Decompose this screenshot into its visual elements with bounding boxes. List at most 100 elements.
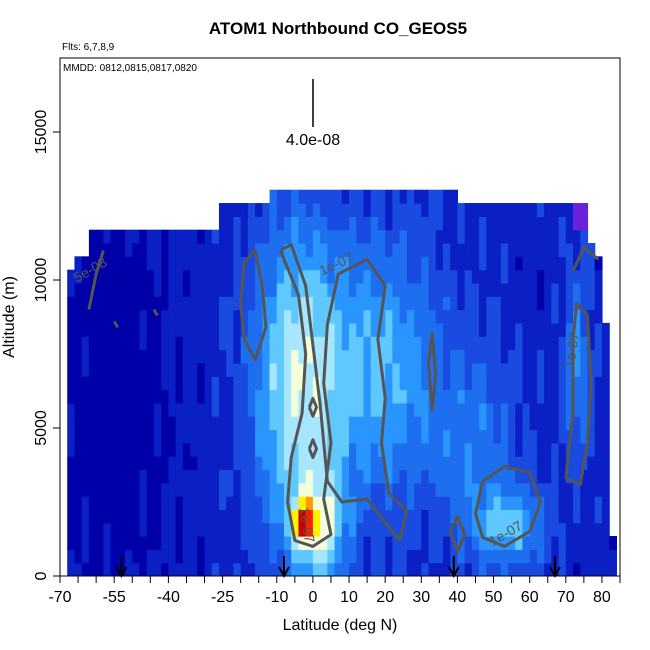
- heatmap-cell: [312, 456, 321, 471]
- heatmap-cell: [240, 229, 249, 244]
- heatmap-cell: [356, 496, 365, 510]
- heatmap-cell: [580, 536, 589, 550]
- heatmap-cell: [558, 456, 567, 471]
- heatmap-cell: [486, 509, 495, 524]
- heatmap-cell: [529, 349, 538, 364]
- heatmap-cell: [88, 269, 97, 284]
- heatmap-cell: [370, 416, 379, 431]
- heatmap-cell: [442, 442, 451, 457]
- heatmap-cell: [392, 189, 401, 204]
- heatmap-cell: [226, 362, 235, 377]
- heatmap-cell: [139, 229, 148, 244]
- heatmap-cell: [298, 456, 307, 471]
- heatmap-cell: [414, 522, 422, 537]
- heatmap-cell: [435, 496, 444, 510]
- heatmap-cell: [320, 549, 328, 564]
- heatmap-cell: [262, 549, 271, 564]
- heatmap-cell: [218, 282, 227, 297]
- heatmap-cell: [573, 243, 581, 257]
- heatmap-cell: [233, 296, 242, 311]
- heatmap-cell: [356, 509, 365, 524]
- heatmap-cell: [377, 349, 386, 364]
- heatmap-cell: [233, 203, 242, 217]
- heatmap-cell: [508, 349, 516, 364]
- heatmap-cell: [522, 429, 531, 444]
- heatmap-cell: [421, 536, 430, 550]
- heatmap-cell: [508, 336, 516, 351]
- heatmap-cell: [117, 482, 126, 497]
- heatmap-cell: [580, 216, 589, 231]
- heatmap-cell: [428, 522, 437, 537]
- heatmap-cell: [594, 269, 603, 284]
- heatmap-cell: [500, 429, 509, 444]
- heatmap-cell: [587, 469, 596, 484]
- heatmap-cell: [421, 269, 430, 284]
- heatmap-cell: [226, 402, 235, 417]
- heatmap-cell: [175, 429, 184, 444]
- heatmap-cell: [414, 482, 422, 497]
- heatmap-cell: [428, 269, 437, 284]
- heatmap-cell: [573, 469, 581, 484]
- heatmap-cell: [349, 456, 357, 471]
- heatmap-cell: [226, 282, 235, 297]
- heatmap-cell: [284, 336, 292, 351]
- heatmap-cell: [125, 256, 133, 271]
- heatmap-cell: [558, 349, 567, 364]
- heatmap-cell: [457, 336, 466, 351]
- heatmap-cell: [406, 229, 415, 244]
- heatmap-cell: [291, 402, 300, 417]
- heatmap-cell: [255, 416, 263, 431]
- heatmap-cell: [471, 362, 480, 377]
- heatmap-cell: [312, 229, 321, 244]
- heatmap-cell: [392, 496, 401, 510]
- heatmap-cell: [341, 362, 350, 377]
- heatmap-cell: [197, 389, 206, 404]
- heatmap-cell: [406, 416, 415, 431]
- heatmap-cell: [544, 282, 552, 297]
- heatmap-cell: [551, 482, 560, 497]
- heatmap-cell: [370, 216, 379, 231]
- heatmap-cell: [291, 456, 300, 471]
- heatmap-cell: [377, 229, 386, 244]
- heatmap-cell: [580, 203, 589, 217]
- heatmap-cell: [500, 562, 509, 576]
- heatmap-cell: [493, 243, 502, 257]
- heatmap-cell: [211, 562, 220, 576]
- heatmap-cell: [406, 296, 415, 311]
- heatmap-cell: [96, 376, 104, 391]
- heatmap-cell: [508, 362, 516, 377]
- heatmap-cell: [139, 322, 148, 337]
- heatmap-cell: [486, 389, 495, 404]
- heatmap-cell: [370, 269, 379, 284]
- heatmap-cell: [349, 389, 357, 404]
- heatmap-cell: [551, 429, 560, 444]
- heatmap-cell: [132, 549, 141, 564]
- heatmap-cell: [558, 336, 567, 351]
- heatmap-cell: [392, 376, 401, 391]
- heatmap-cell: [341, 402, 350, 417]
- heatmap-cell: [291, 309, 300, 324]
- heatmap-cell: [428, 362, 437, 377]
- heatmap-cell: [428, 416, 437, 431]
- heatmap-cell: [204, 282, 213, 297]
- heatmap-cell: [573, 336, 581, 351]
- heatmap-cell: [204, 349, 213, 364]
- heatmap-cell: [284, 349, 292, 364]
- heatmap-cell: [421, 482, 430, 497]
- heatmap-cell: [442, 402, 451, 417]
- heatmap-cell: [377, 536, 386, 550]
- heatmap-cell: [385, 536, 393, 550]
- heatmap-cell: [406, 402, 415, 417]
- heatmap-cell: [327, 349, 336, 364]
- heatmap-cell: [428, 456, 437, 471]
- heatmap-cell: [601, 402, 610, 417]
- heatmap-cell: [341, 536, 350, 550]
- heatmap-cell: [197, 549, 206, 564]
- heatmap-cell: [601, 322, 610, 337]
- heatmap-cell: [515, 362, 524, 377]
- heatmap-cell: [96, 549, 104, 564]
- heatmap-cell: [269, 189, 278, 204]
- heatmap-cell: [190, 362, 198, 377]
- heatmap-cell: [182, 509, 191, 524]
- heatmap-cell: [428, 469, 437, 484]
